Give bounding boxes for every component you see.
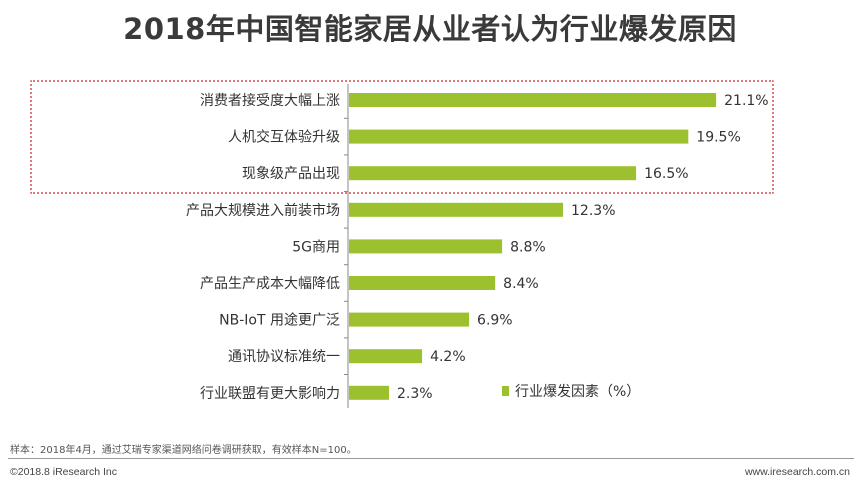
bar [349, 129, 689, 144]
category-label: 产品生产成本大幅降低 [200, 276, 340, 292]
copyright: ©2018.8 iResearch Inc [10, 466, 117, 478]
highlight-box [30, 80, 774, 194]
bar [349, 385, 390, 400]
legend: 行业爆发因素（%） [502, 381, 640, 401]
data-label: 4.2% [430, 349, 466, 365]
legend-swatch [502, 386, 509, 396]
website: www.iresearch.com.cn [744, 466, 850, 478]
bar [349, 276, 496, 290]
category-label: 通讯协议标准统一 [228, 349, 340, 365]
category-label: 产品大规模进入前装市场 [186, 202, 340, 219]
category-label: 消费者接受度大幅上涨 [200, 92, 340, 109]
bar [349, 312, 470, 327]
category-label: 行业联盟有更大影响力 [200, 386, 340, 402]
bar [349, 166, 637, 181]
data-label: 8.8% [510, 239, 546, 255]
bar [349, 202, 564, 217]
data-label: 6.9% [477, 313, 513, 329]
chart-title: 2018年中国智能家居从业者认为行业爆发原因 [123, 12, 737, 46]
data-label: 21.1% [724, 93, 768, 109]
bar [349, 349, 423, 364]
legend-label: 行业爆发因素（%） [515, 384, 641, 400]
data-label: 2.3% [397, 386, 433, 402]
category-label: NB-IoT 用途更广泛 [219, 312, 340, 329]
bar [349, 239, 503, 254]
category-label: 5G商用 [292, 239, 340, 255]
data-label: 12.3% [571, 203, 615, 219]
data-label: 16.5% [644, 166, 688, 182]
category-label: 人机交互体验升级 [228, 129, 340, 146]
data-label: 8.4% [503, 276, 539, 292]
source-note: 样本：2018年4月，通过艾瑞专家渠道网络问卷调研获取，有效样本N=100。 [10, 445, 357, 456]
data-label: 19.5% [696, 130, 740, 146]
category-label: 现象级产品出现 [242, 166, 340, 182]
bar [349, 93, 717, 107]
footer-divider [8, 458, 854, 459]
